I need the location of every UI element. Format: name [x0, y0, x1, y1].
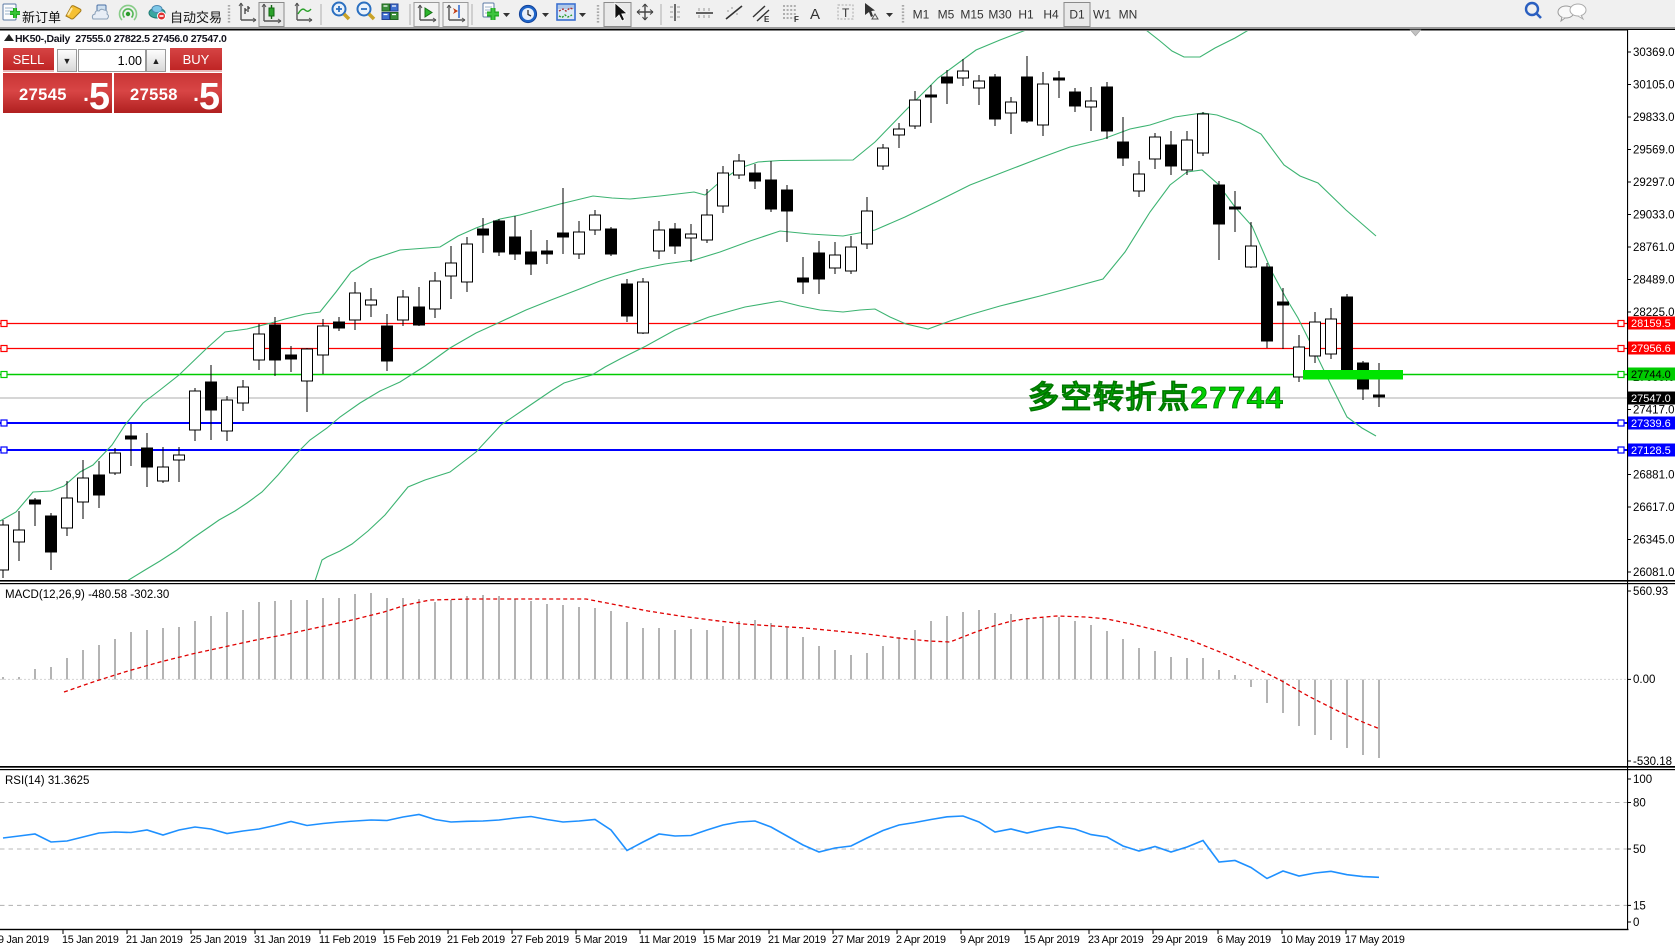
svg-text:25 Jan 2019: 25 Jan 2019 [190, 934, 247, 946]
svg-text:21 Mar 2019: 21 Mar 2019 [768, 934, 826, 946]
svg-text:M1: M1 [913, 8, 930, 22]
svg-text:0.00: 0.00 [1633, 674, 1655, 686]
svg-text:29569.0: 29569.0 [1633, 145, 1675, 157]
svg-text:21 Feb 2019: 21 Feb 2019 [447, 934, 505, 946]
svg-text:M15: M15 [960, 8, 984, 22]
svg-text:多空转折点27744: 多空转折点27744 [1028, 380, 1284, 415]
svg-text:M5: M5 [938, 8, 955, 22]
svg-text:27 Mar 2019: 27 Mar 2019 [832, 934, 890, 946]
svg-text:15 Jan 2019: 15 Jan 2019 [62, 934, 119, 946]
svg-text:29833.0: 29833.0 [1633, 112, 1675, 124]
svg-text:30105.0: 30105.0 [1633, 80, 1675, 92]
svg-text:27417.0: 27417.0 [1633, 405, 1675, 417]
svg-text:5 Mar 2019: 5 Mar 2019 [575, 934, 627, 946]
svg-text:28225.0: 28225.0 [1633, 307, 1675, 319]
svg-text:27 Feb 2019: 27 Feb 2019 [511, 934, 569, 946]
svg-text:26617.0: 26617.0 [1633, 502, 1675, 514]
svg-text:26881.0: 26881.0 [1633, 470, 1675, 482]
svg-text:10 May 2019: 10 May 2019 [1281, 934, 1341, 946]
svg-text:D1: D1 [1069, 8, 1085, 22]
svg-text:0: 0 [1633, 917, 1639, 929]
svg-text:27956.6: 27956.6 [1631, 343, 1671, 355]
svg-text:29297.0: 29297.0 [1633, 177, 1675, 189]
svg-text:F: F [794, 15, 799, 24]
svg-text:11 Mar 2019: 11 Mar 2019 [639, 934, 696, 946]
svg-text:100: 100 [1633, 774, 1652, 786]
svg-text:80: 80 [1633, 798, 1646, 810]
svg-text:M30: M30 [988, 8, 1012, 22]
svg-text:2 Apr 2019: 2 Apr 2019 [896, 934, 946, 946]
svg-text:15: 15 [1633, 900, 1646, 912]
svg-text:6 May 2019: 6 May 2019 [1217, 934, 1271, 946]
svg-text:A: A [810, 6, 820, 23]
svg-text:29033.0: 29033.0 [1633, 210, 1675, 222]
svg-text:W1: W1 [1093, 8, 1111, 22]
svg-text:28159.5: 28159.5 [1631, 318, 1671, 330]
svg-text:21 Jan 2019: 21 Jan 2019 [126, 934, 183, 946]
svg-text:15 Feb 2019: 15 Feb 2019 [383, 934, 441, 946]
svg-text:27744.0: 27744.0 [1631, 369, 1671, 381]
svg-text:17 May 2019: 17 May 2019 [1345, 934, 1405, 946]
svg-text:28489.0: 28489.0 [1633, 275, 1675, 287]
svg-text:27128.5: 27128.5 [1631, 445, 1671, 457]
svg-text:560.93: 560.93 [1633, 586, 1668, 598]
svg-text:23 Apr 2019: 23 Apr 2019 [1088, 934, 1144, 946]
svg-text:26345.0: 26345.0 [1633, 535, 1675, 547]
svg-text:H4: H4 [1043, 8, 1059, 22]
svg-text:MN: MN [1119, 8, 1138, 22]
svg-text:27547.0: 27547.0 [1631, 393, 1671, 405]
svg-text:-530.18: -530.18 [1633, 756, 1672, 768]
svg-text:RSI(14) 31.3625: RSI(14) 31.3625 [5, 775, 89, 787]
svg-text:15 Apr 2019: 15 Apr 2019 [1024, 934, 1080, 946]
svg-text:50: 50 [1633, 844, 1646, 856]
svg-text:H1: H1 [1018, 8, 1034, 22]
svg-text:E: E [764, 15, 770, 24]
svg-text:26081.0: 26081.0 [1633, 567, 1675, 579]
svg-text:28761.0: 28761.0 [1633, 242, 1675, 254]
svg-text:31 Jan 2019: 31 Jan 2019 [254, 934, 311, 946]
svg-text:T: T [842, 6, 850, 20]
svg-text:15 Mar 2019: 15 Mar 2019 [703, 934, 761, 946]
svg-text:9 Jan 2019: 9 Jan 2019 [0, 934, 49, 946]
svg-text:9 Apr 2019: 9 Apr 2019 [960, 934, 1010, 946]
svg-text:30369.0: 30369.0 [1633, 47, 1675, 59]
svg-text:11 Feb 2019: 11 Feb 2019 [319, 934, 376, 946]
svg-text:MACD(12,26,9) -480.58 -302.30: MACD(12,26,9) -480.58 -302.30 [5, 589, 169, 601]
svg-text:27339.6: 27339.6 [1631, 418, 1671, 430]
svg-text:29 Apr 2019: 29 Apr 2019 [1152, 934, 1208, 946]
